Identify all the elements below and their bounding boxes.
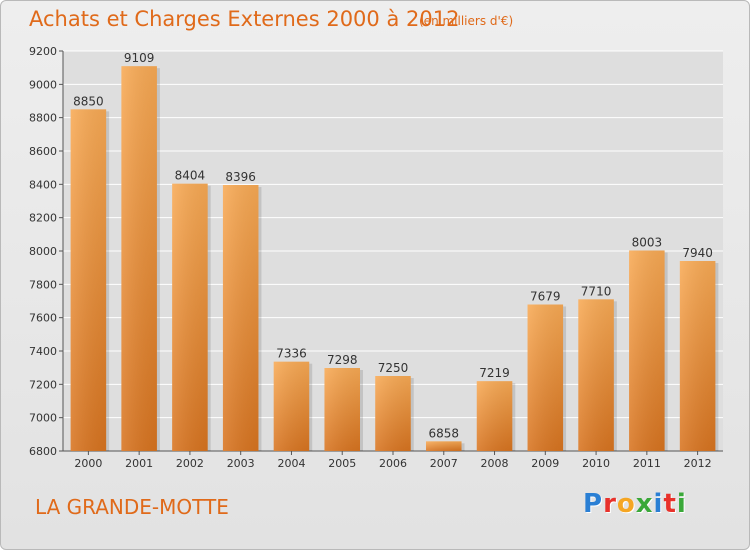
bar-shade: [222, 185, 259, 451]
y-tick-label: 8800: [29, 112, 57, 125]
value-label: 7679: [530, 290, 561, 304]
value-label: 8404: [175, 169, 206, 183]
x-tick-label: 2008: [481, 457, 509, 470]
x-tick-label: 2009: [531, 457, 559, 470]
logo-letter: x: [635, 489, 654, 519]
bar-shade: [121, 66, 157, 452]
x-tick-label: 2011: [633, 457, 661, 470]
value-label: 7710: [581, 284, 612, 298]
bar-shade: [527, 304, 564, 451]
bar-shade: [578, 299, 614, 451]
value-label: 7940: [682, 246, 713, 260]
logo-letter: o: [616, 489, 636, 519]
chart-title: Achats et Charges Externes 2000 à 2012: [29, 7, 460, 31]
value-label: 7250: [378, 361, 409, 375]
x-tick-label: 2005: [328, 457, 356, 470]
bar-shade: [70, 109, 107, 451]
logo-letter: i: [676, 489, 687, 519]
bar-shade: [324, 368, 360, 451]
value-label: 7298: [327, 353, 358, 367]
chart-subtitle: (en milliers d'€): [419, 14, 514, 28]
y-tick-label: 8000: [29, 245, 57, 258]
value-label: 8396: [225, 170, 256, 184]
logo-letter: r: [603, 489, 617, 519]
x-tick-label: 2003: [227, 457, 255, 470]
bar-shade: [172, 183, 208, 451]
x-tick-label: 2000: [74, 457, 102, 470]
x-tick-label: 2004: [277, 457, 305, 470]
value-label: 8850: [73, 94, 104, 108]
y-tick-label: 7600: [29, 312, 57, 325]
y-tick-label: 7000: [29, 412, 57, 425]
y-tick-label: 8600: [29, 145, 57, 158]
value-label: 7336: [276, 347, 307, 361]
bar-shade: [476, 381, 513, 451]
logo-letter: i: [653, 489, 664, 519]
x-tick-label: 2006: [379, 457, 407, 470]
commune-name: LA GRANDE-MOTTE: [35, 495, 229, 519]
y-tick-label: 7800: [29, 278, 57, 291]
x-tick-label: 2012: [684, 457, 712, 470]
y-tick-label: 7200: [29, 378, 57, 391]
x-tick-label: 2007: [430, 457, 458, 470]
y-tick-label: 6800: [29, 445, 57, 458]
y-tick-label: 7400: [29, 345, 57, 358]
y-tick-label: 8200: [29, 212, 57, 225]
y-tick-label: 9000: [29, 78, 57, 91]
bar-shade: [375, 376, 411, 451]
bar-shade: [426, 441, 462, 451]
logo-letter: t: [663, 489, 677, 519]
value-label: 6858: [428, 426, 459, 440]
x-tick-label: 2001: [125, 457, 153, 470]
bar-shade: [273, 361, 310, 451]
y-tick-label: 9200: [29, 45, 57, 58]
y-tick-label: 8400: [29, 178, 57, 191]
bar-shade: [629, 250, 665, 451]
value-label: 8003: [632, 236, 663, 250]
x-tick-label: 2002: [176, 457, 204, 470]
value-label: 7219: [479, 366, 510, 380]
logo-letter: P: [583, 489, 604, 519]
value-label: 9109: [124, 51, 155, 65]
x-tick-label: 2010: [582, 457, 610, 470]
bar-shade: [679, 261, 716, 451]
proxiti-logo: Proxiti: [583, 489, 687, 519]
